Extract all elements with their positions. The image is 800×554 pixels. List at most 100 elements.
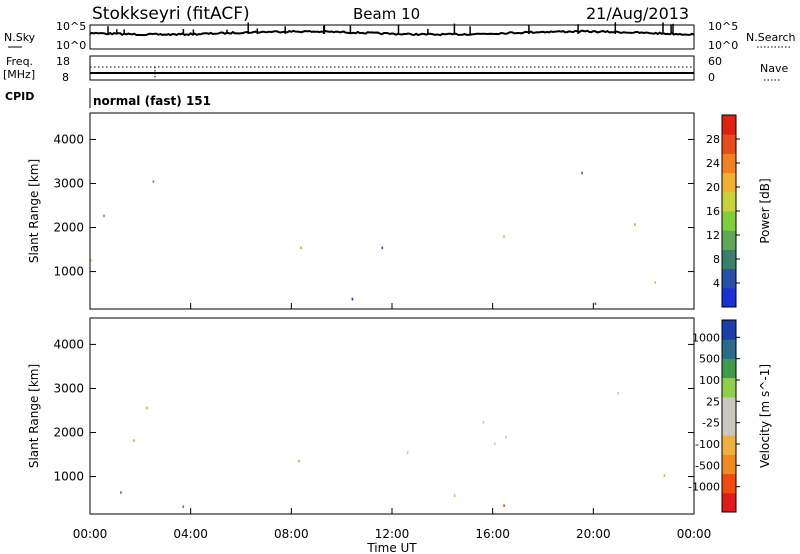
velocity-heatmap-cells	[120, 392, 666, 508]
frequency-tick-top: 18	[56, 55, 70, 68]
power-cell	[103, 214, 105, 218]
power-y-tick-label: 2000	[53, 221, 84, 235]
velocity-y-tick-label: 2000	[53, 426, 84, 440]
x-tick-label: 00:00	[677, 527, 712, 541]
nave-tick-bottom: 0	[708, 71, 715, 84]
velocity-cell	[503, 504, 505, 507]
power-colorbar-swatch	[722, 153, 736, 174]
noise-sky-label: N.Sky	[4, 31, 36, 44]
power-colorbar-label: Power [dB]	[758, 178, 772, 243]
velocity-colorbar-swatch	[722, 358, 736, 379]
power-panel: 4000 3000 2000 1000 Slant Range [km] 28 24 20…	[27, 112, 772, 310]
noise-right-tick-bottom: 10^0	[708, 39, 738, 52]
frequency-tick-bottom: 8	[62, 71, 69, 84]
power-cell	[300, 246, 302, 250]
velocity-cell	[494, 442, 496, 446]
frequency-frame	[89, 55, 695, 81]
noise-left-tick-bottom: 10^0	[56, 39, 86, 52]
power-y-axis-label: Slant Range [km]	[27, 159, 41, 263]
velocity-cell	[617, 392, 619, 395]
velocity-colorbar-tick-label: 100	[699, 374, 720, 387]
velocity-y-axis-label: Slant Range [km]	[27, 364, 41, 468]
power-cell	[634, 223, 636, 226]
power-cell	[381, 246, 384, 250]
power-colorbar-swatch	[722, 172, 736, 193]
station-title: Stokkseyri (fitACF)	[92, 4, 250, 24]
velocity-colorbar-swatch	[722, 454, 736, 475]
power-colorbar-swatch	[722, 230, 736, 250]
velocity-y-tick-label: 1000	[53, 470, 84, 484]
power-colorbar-swatch	[722, 249, 736, 270]
velocity-colorbar-tick-label: 500	[699, 353, 720, 366]
velocity-cell	[505, 435, 507, 439]
velocity-y-tick-label: 3000	[53, 381, 84, 395]
noise-sky-line	[89, 29, 695, 37]
power-colorbar-tick-label: 20	[706, 181, 720, 194]
power-colorbar-swatch	[722, 211, 736, 231]
power-cell	[351, 297, 354, 301]
velocity-colorbar-label: Velocity [m s^-1]	[758, 364, 772, 468]
velocity-colorbar: 1000 500 100 25 -25 -100 -500 -1000	[688, 319, 740, 513]
velocity-panel: 4000 3000 2000 1000 Slant Range [km] 1000 50…	[27, 303, 772, 554]
power-y-tick-label: 1000	[53, 265, 84, 279]
cpid-label: CPID	[5, 90, 34, 103]
velocity-colorbar-tick-label: -1000	[688, 481, 720, 494]
velocity-y-tick-label: 4000	[53, 337, 84, 351]
power-cell	[503, 235, 505, 238]
velocity-colorbar-swatch	[722, 377, 736, 398]
x-tick-label: 00:00	[73, 527, 108, 541]
noise-right-tick-top: 10^5	[708, 20, 738, 33]
power-colorbar-swatch	[722, 268, 736, 289]
beam-label: Beam 10	[353, 5, 420, 23]
power-cell	[90, 259, 92, 262]
power-colorbar-swatch	[722, 134, 736, 154]
nave-label: Nave	[760, 62, 788, 75]
power-colorbar-tick-label: 28	[706, 133, 720, 146]
x-tick-label: 20:00	[576, 527, 611, 541]
noise-spikes	[107, 22, 674, 34]
velocity-colorbar-swatch	[722, 339, 736, 359]
velocity-colorbar-swatch	[722, 473, 736, 494]
frequency-panel: Freq. [MHz] 18 8 60 0 Nave	[3, 55, 788, 84]
velocity-colorbar-swatch	[722, 492, 736, 513]
nave-tick-top: 60	[708, 55, 722, 68]
noise-left-tick-top: 10^5	[56, 20, 86, 33]
x-tick-label: 08:00	[274, 527, 309, 541]
velocity-colorbar-tick-label: -100	[695, 438, 720, 451]
power-cell	[594, 302, 597, 305]
date-label: 21/Aug/2013	[586, 4, 689, 23]
velocity-cell	[298, 459, 300, 463]
velocity-cell	[406, 451, 409, 454]
velocity-cell	[482, 421, 485, 424]
x-tick-label: 16:00	[475, 527, 510, 541]
power-y-tick-label: 4000	[53, 132, 84, 146]
power-colorbar: 28 24 20 16 12 8 4	[706, 114, 740, 308]
velocity-colorbar-tick-label: -500	[695, 459, 720, 472]
velocity-frame	[89, 317, 695, 515]
frequency-label-2: [MHz]	[3, 68, 35, 81]
power-frame	[89, 112, 695, 310]
power-colorbar-tick-label: 4	[713, 277, 720, 290]
power-heatmap-cells	[90, 171, 657, 305]
power-colorbar-swatch	[722, 287, 736, 308]
noise-panel: N.Sky 10^5 10^0 10^5 10^0 N.Search	[4, 20, 796, 52]
velocity-colorbar-swatch	[722, 416, 736, 436]
power-colorbar-tick-label: 12	[706, 229, 720, 242]
x-tick-label: 12:00	[375, 527, 410, 541]
power-cell	[581, 171, 583, 175]
velocity-colorbar-tick-label: 1000	[692, 331, 720, 344]
velocity-cell	[453, 494, 456, 497]
velocity-cell	[146, 406, 148, 410]
velocity-y-ticks: 4000 3000 2000 1000	[53, 337, 694, 484]
power-colorbar-tick-label: 24	[706, 157, 720, 170]
velocity-colorbar-frame	[721, 319, 737, 513]
noise-search-label: N.Search	[746, 31, 796, 44]
velocity-cell	[182, 505, 185, 508]
velocity-cell	[120, 491, 122, 494]
x-axis-label: Time UT	[366, 541, 417, 554]
frequency-label-1: Freq.	[6, 55, 33, 68]
velocity-colorbar-swatch	[722, 320, 736, 340]
power-colorbar-tick-label: 8	[713, 253, 720, 266]
power-colorbar-swatch	[722, 191, 736, 212]
power-colorbar-swatch	[722, 115, 736, 135]
